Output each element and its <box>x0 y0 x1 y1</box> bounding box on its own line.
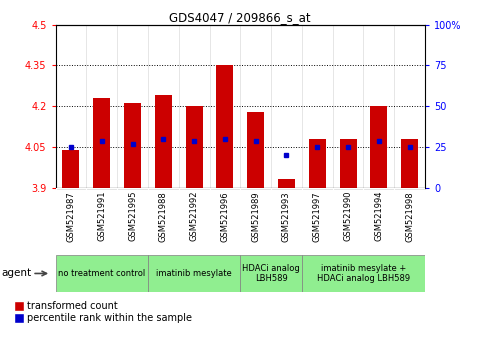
Bar <box>56 255 148 292</box>
Text: GSM521998: GSM521998 <box>405 191 414 242</box>
Bar <box>185 106 202 188</box>
Text: imatinib mesylate +
HDACi analog LBH589: imatinib mesylate + HDACi analog LBH589 <box>317 264 410 283</box>
Bar <box>124 103 141 188</box>
Legend: transformed count, percentile rank within the sample: transformed count, percentile rank withi… <box>14 301 193 324</box>
Bar <box>247 112 264 188</box>
Text: GSM521989: GSM521989 <box>251 191 260 242</box>
Text: HDACi analog
LBH589: HDACi analog LBH589 <box>242 264 300 283</box>
Bar <box>302 255 425 292</box>
Text: agent: agent <box>1 268 31 279</box>
Text: GSM521987: GSM521987 <box>67 191 75 242</box>
Text: GSM521991: GSM521991 <box>97 191 106 241</box>
Bar <box>155 95 172 188</box>
Bar <box>340 139 356 188</box>
Text: GSM521988: GSM521988 <box>159 191 168 242</box>
Text: GSM521992: GSM521992 <box>190 191 199 241</box>
Bar <box>401 139 418 188</box>
Bar <box>93 98 110 188</box>
Bar <box>216 65 233 188</box>
Text: imatinib mesylate: imatinib mesylate <box>156 269 232 278</box>
Bar <box>278 179 295 188</box>
Bar <box>240 255 302 292</box>
Text: GSM521990: GSM521990 <box>343 191 353 241</box>
Text: no treatment control: no treatment control <box>58 269 145 278</box>
Bar <box>148 255 241 292</box>
Bar <box>370 106 387 188</box>
Text: GSM521994: GSM521994 <box>374 191 384 241</box>
Title: GDS4047 / 209866_s_at: GDS4047 / 209866_s_at <box>170 11 311 24</box>
Text: GSM521993: GSM521993 <box>282 191 291 242</box>
Text: GSM521997: GSM521997 <box>313 191 322 242</box>
Bar <box>309 139 326 188</box>
Bar <box>62 150 79 188</box>
Text: GSM521995: GSM521995 <box>128 191 137 241</box>
Text: GSM521996: GSM521996 <box>220 191 229 242</box>
